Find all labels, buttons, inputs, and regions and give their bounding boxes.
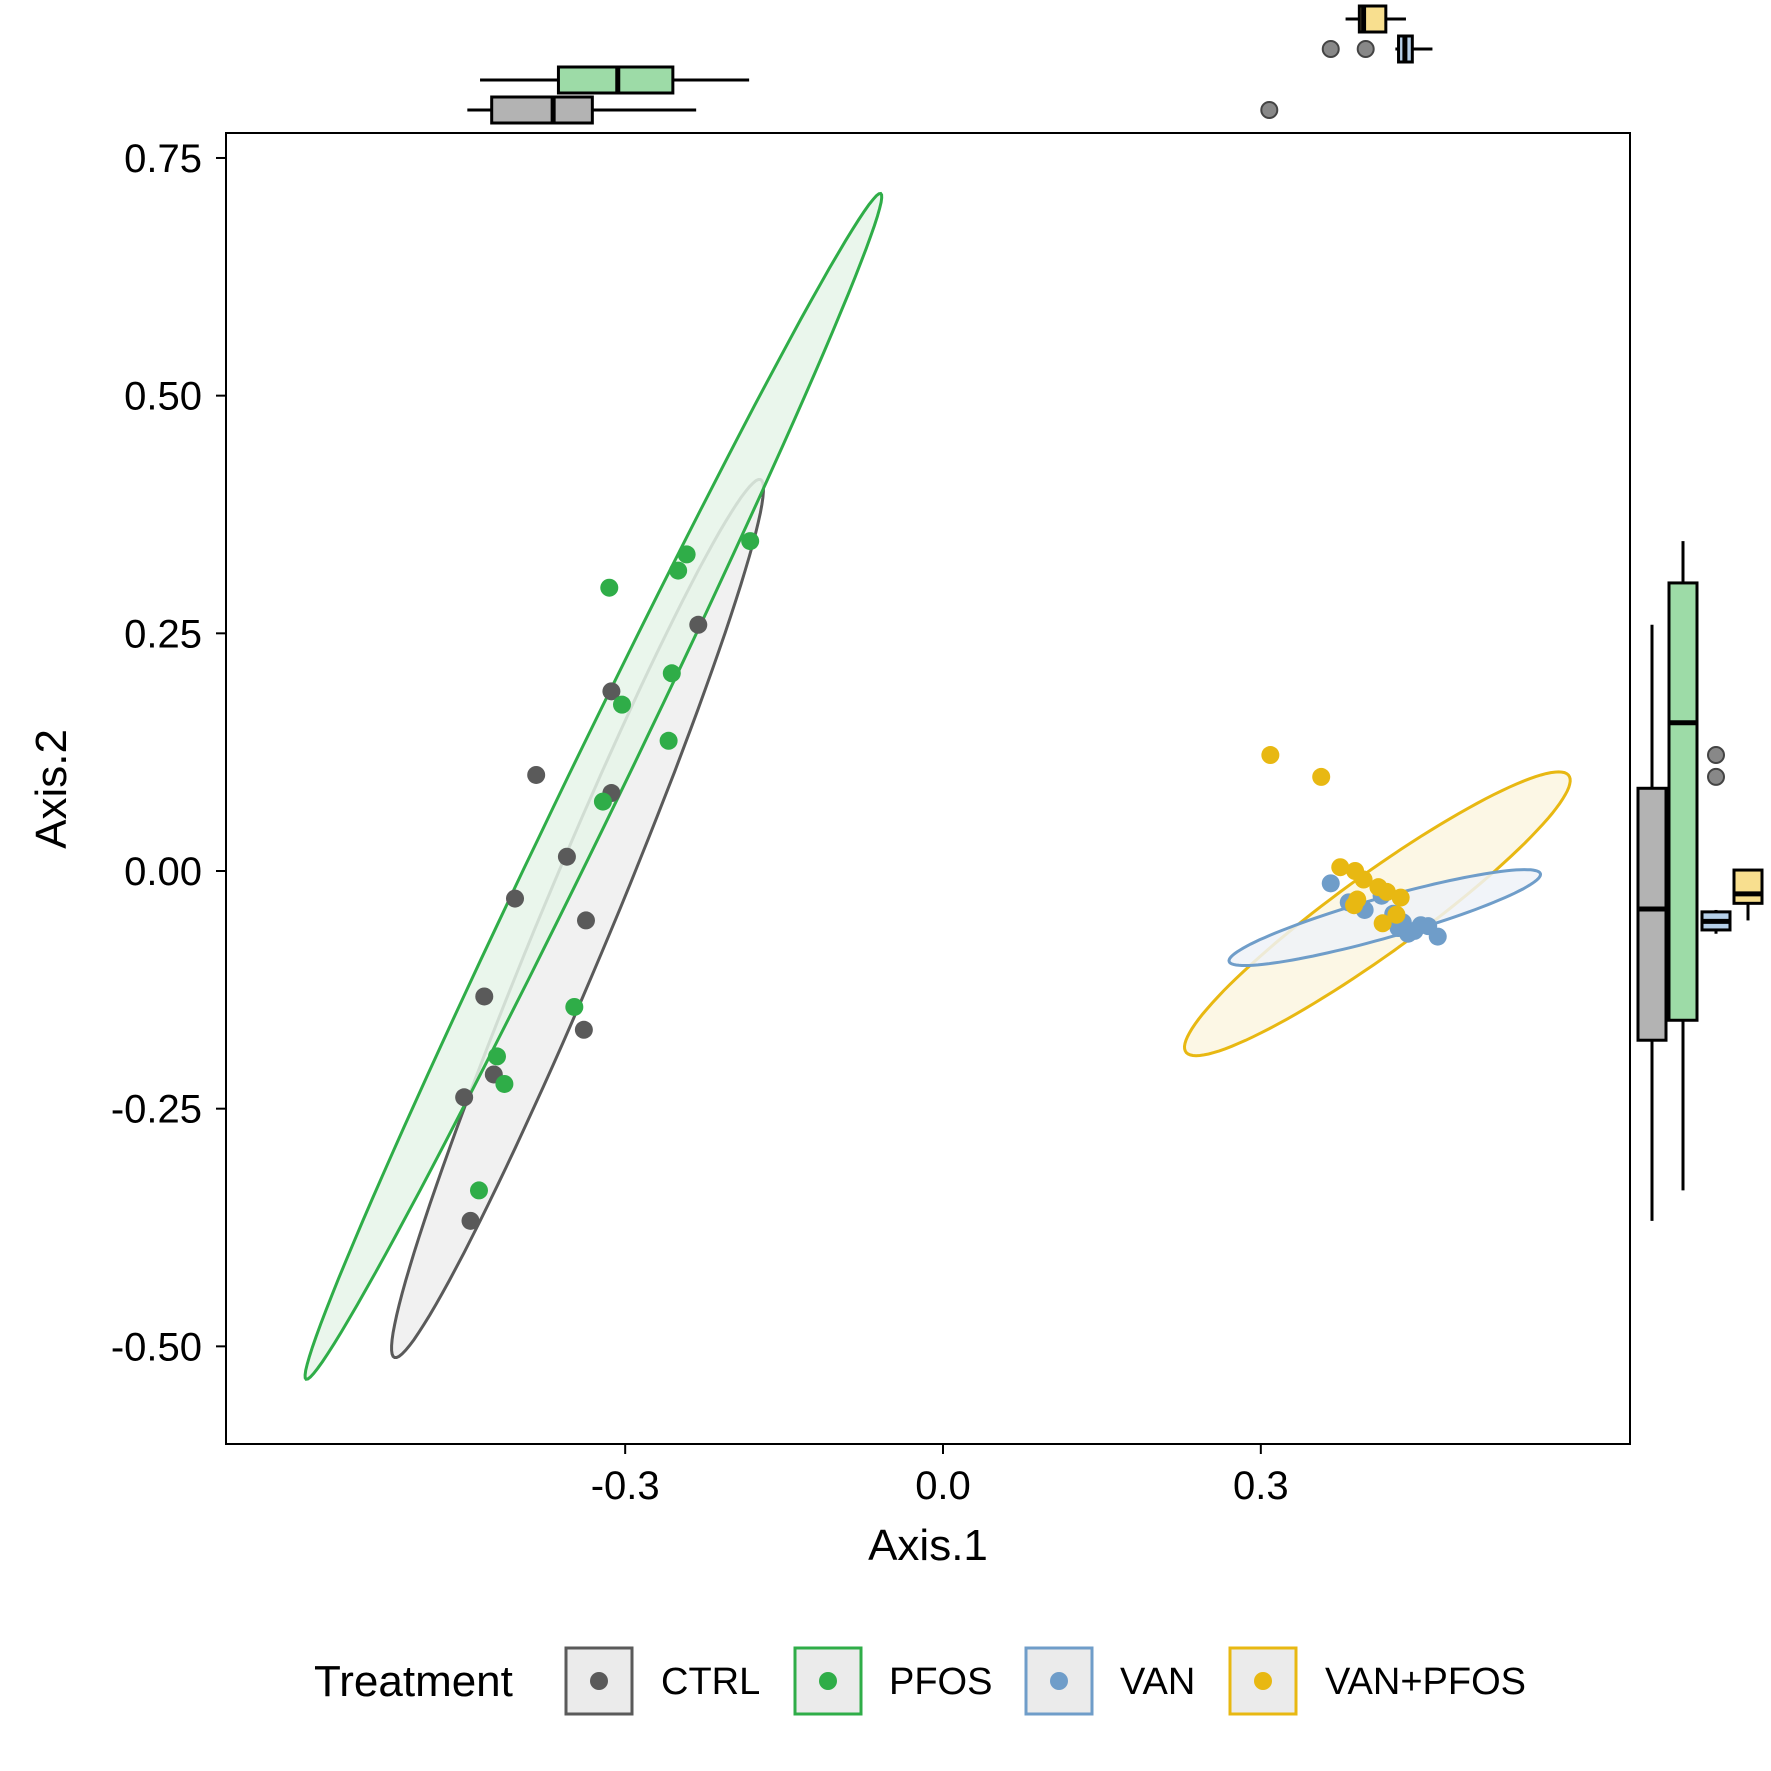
legend-key-ctrl <box>564 1646 634 1716</box>
point-ctrl <box>506 889 525 908</box>
legend-label-van: VAN <box>1120 1661 1195 1703</box>
point-pfos <box>469 1181 488 1200</box>
top-box-ctrl <box>490 95 594 125</box>
x-axis-title: Axis.1 <box>868 1521 988 1570</box>
legend-marker-van-pfos <box>1254 1672 1272 1690</box>
point-van-pfos <box>1354 870 1373 889</box>
point-ctrl <box>602 682 621 701</box>
x-tick-label: -0.3 <box>591 1464 660 1508</box>
right-marginal-boxplots <box>1636 541 1764 1221</box>
point-pfos <box>613 695 632 714</box>
point-pfos <box>565 997 584 1016</box>
ellipse-pfos <box>303 191 884 1381</box>
point-ctrl <box>574 1020 593 1039</box>
point-ctrl <box>527 765 546 784</box>
y-tick-label: -0.25 <box>111 1088 202 1132</box>
y-axis: 0.75 0.50 0.25 0.00 -0.25 -0.50 <box>111 137 226 1369</box>
x-tick-label: 0.0 <box>915 1464 971 1508</box>
right-outlier <box>1707 746 1725 765</box>
right-box-ctrl <box>1636 786 1668 1042</box>
point-pfos <box>741 532 760 551</box>
point-van <box>1428 927 1447 946</box>
top-outlier <box>1321 40 1340 58</box>
x-tick-label: 0.3 <box>1233 1464 1289 1508</box>
legend-marker-pfos <box>819 1672 837 1690</box>
point-van-pfos <box>1345 896 1364 915</box>
top-marginal-boxplots <box>467 4 1433 125</box>
legend-label-van-pfos: VAN+PFOS <box>1325 1661 1526 1703</box>
point-ctrl <box>576 911 595 930</box>
point-pfos <box>487 1047 506 1066</box>
y-tick-label: -0.50 <box>111 1325 202 1369</box>
y-tick-label: 0.25 <box>124 612 202 656</box>
point-layer <box>455 532 1447 1230</box>
point-van-pfos <box>1312 767 1331 786</box>
legend-label-ctrl: CTRL <box>661 1661 760 1703</box>
legend-label-pfos: PFOS <box>889 1661 992 1703</box>
point-ctrl <box>689 615 708 634</box>
point-van-pfos <box>1373 914 1392 933</box>
point-pfos <box>677 545 696 564</box>
point-ctrl <box>475 987 494 1006</box>
right-box-pfos <box>1667 581 1699 1022</box>
point-van-pfos <box>1377 882 1396 901</box>
legend-marker-van <box>1050 1672 1068 1690</box>
x-axis: -0.3 0.0 0.3 <box>591 1444 1289 1508</box>
legend: Treatment CTRL PFOS VAN VAN+PFOS <box>314 1646 1526 1716</box>
point-van-pfos <box>1261 746 1280 765</box>
point-van-pfos <box>1331 858 1350 877</box>
point-van <box>1321 874 1340 893</box>
top-outlier <box>1260 101 1279 119</box>
point-ctrl <box>557 847 576 866</box>
y-axis-title: Axis.2 <box>27 729 76 849</box>
right-outlier <box>1707 767 1725 786</box>
plot-panel <box>225 132 1631 1445</box>
point-pfos <box>593 792 612 811</box>
right-box-van-pfos <box>1732 868 1764 905</box>
point-pfos <box>495 1074 514 1093</box>
top-outlier <box>1356 40 1375 58</box>
legend-key-pfos <box>793 1646 863 1716</box>
point-ctrl <box>455 1088 474 1107</box>
point-ctrl <box>461 1211 480 1230</box>
point-pfos <box>600 578 619 597</box>
legend-marker-ctrl <box>590 1672 608 1690</box>
point-pfos <box>662 664 681 683</box>
point-pfos <box>659 731 678 750</box>
point-van-pfos <box>1391 888 1410 907</box>
legend-title: Treatment <box>314 1657 513 1706</box>
point-van-pfos <box>1387 905 1406 924</box>
y-tick-label: 0.00 <box>124 850 202 894</box>
y-tick-label: 0.50 <box>124 375 202 419</box>
point-pfos <box>669 561 688 580</box>
y-tick-label: 0.75 <box>124 137 202 181</box>
